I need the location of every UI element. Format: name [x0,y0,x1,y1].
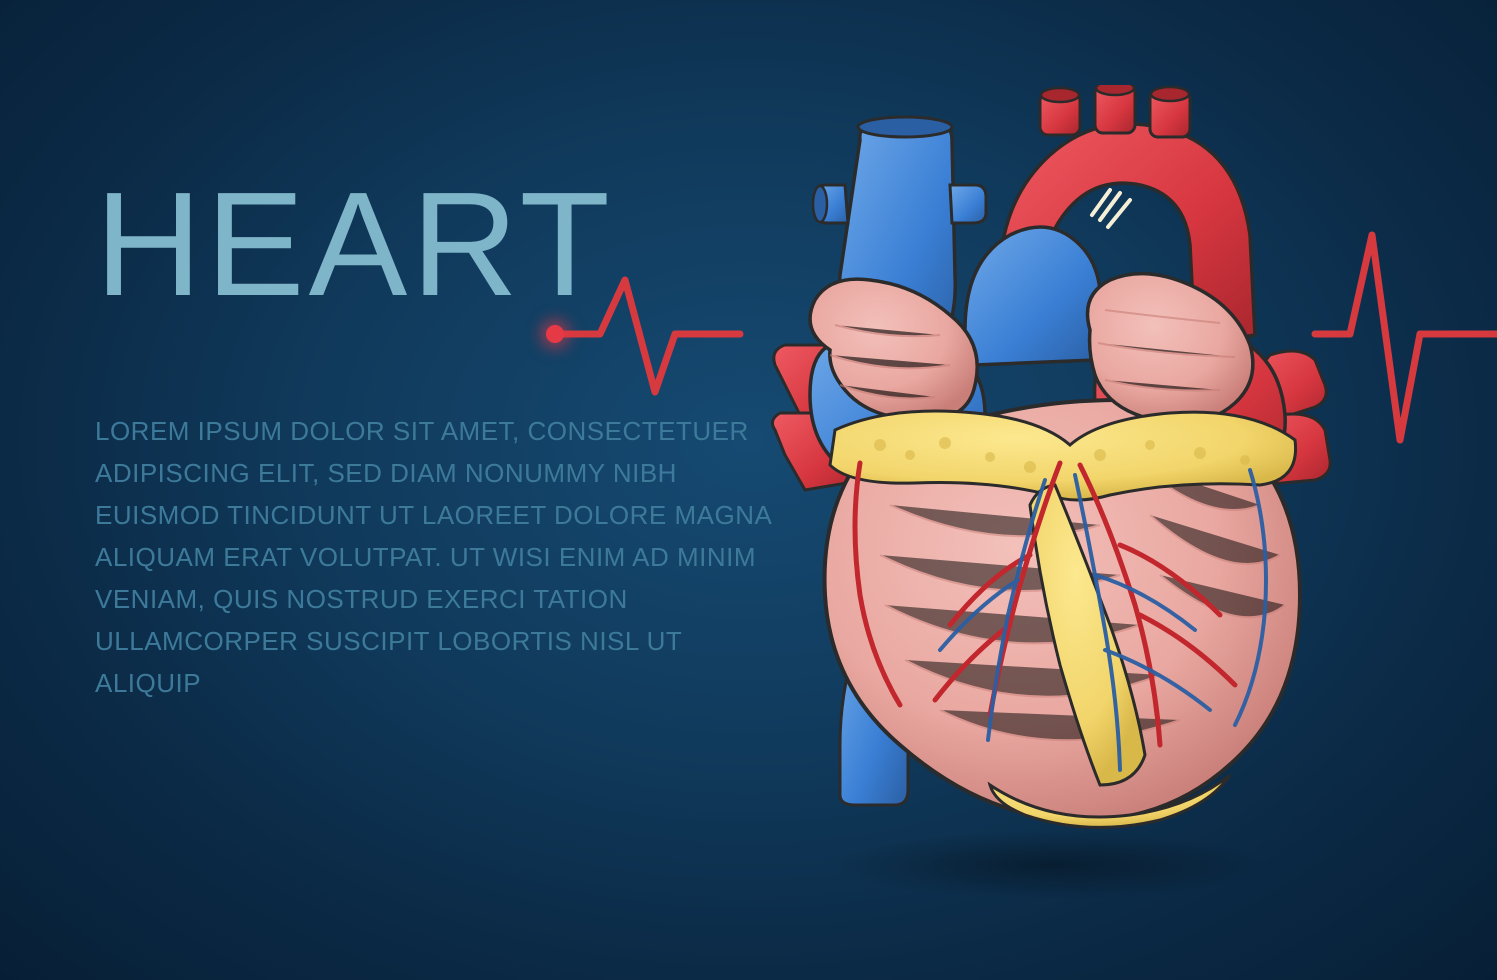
anatomical-heart-illustration [740,85,1360,845]
infographic-body-text: LOREM IPSUM DOLOR SIT AMET, CONSECTETUER… [95,410,775,704]
infographic-title: HEART [95,160,614,330]
infographic-canvas: HEART LOREM IPSUM DOLOR SIT AMET, CONSEC… [0,0,1497,980]
